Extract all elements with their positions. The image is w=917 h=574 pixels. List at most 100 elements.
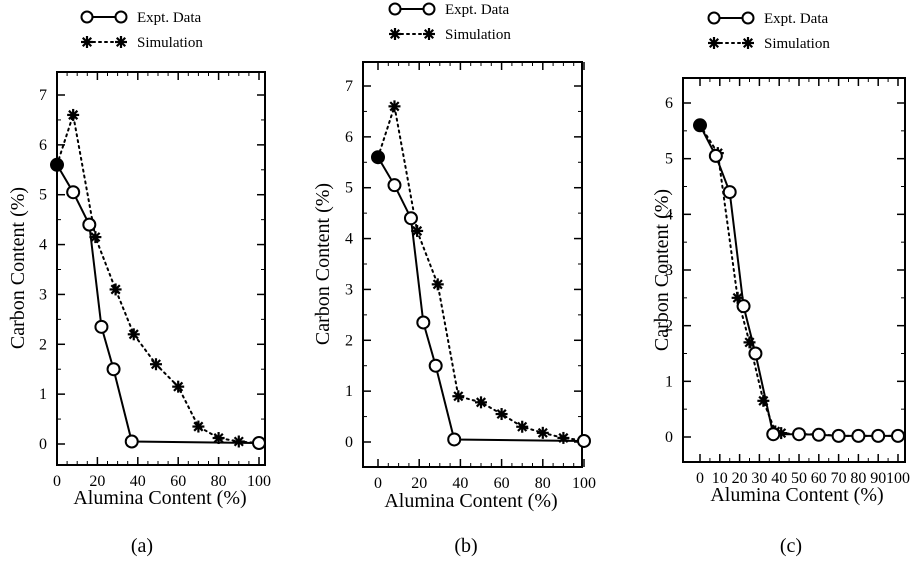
expt-data-point xyxy=(66,185,81,200)
legend-sim-marker xyxy=(115,36,127,48)
x-tick-label: 80 xyxy=(211,473,227,490)
simulation-point xyxy=(536,426,549,439)
y-tick-label: 7 xyxy=(345,78,353,95)
x-tick-label: 100 xyxy=(886,470,910,487)
chart-panel-a: 0 20 40 60 80 100 0 1 2 3 4 5 6 7 Alumina Content (%) C… xyxy=(7,10,271,557)
expt-data-point xyxy=(891,428,905,443)
y-tick-label: 5 xyxy=(345,180,353,197)
x-tick-label: 20 xyxy=(732,470,748,487)
simulation-line xyxy=(377,106,585,442)
simulation-point xyxy=(388,100,401,113)
x-tick-label: 20 xyxy=(411,475,427,492)
expt-data-point xyxy=(403,211,418,226)
legend: Expt. Data Simulation xyxy=(707,11,830,52)
legend-expt-marker xyxy=(80,10,94,24)
simulation-point xyxy=(516,420,529,433)
expt-data-point xyxy=(82,217,97,232)
y-axis-title: Carbon Content (%) xyxy=(651,189,673,351)
simulation-line xyxy=(56,114,260,445)
legend: Expt. Data Simulation xyxy=(80,10,203,51)
expt-data-point xyxy=(811,427,826,442)
x-tick-label: 60 xyxy=(811,470,827,487)
expt-data-point xyxy=(94,319,109,334)
expt-data-point xyxy=(748,346,763,361)
y-tick-label: 6 xyxy=(39,137,47,154)
legend-expt-marker xyxy=(388,2,402,16)
simulation-line xyxy=(699,124,899,437)
y-tick-label: 0 xyxy=(345,434,353,451)
y-tick-label: 3 xyxy=(39,286,47,303)
expt-data-point xyxy=(871,428,886,443)
plot-frame xyxy=(362,61,583,468)
expt-data-line xyxy=(56,164,260,445)
x-tick-label: 30 xyxy=(751,470,767,487)
legend-label-expt: Expt. Data xyxy=(137,10,201,26)
x-tick-label: 80 xyxy=(850,470,866,487)
y-tick-label: 4 xyxy=(39,237,47,254)
simulation-point xyxy=(743,336,756,349)
legend-expt-marker xyxy=(741,11,755,25)
legend-sim-marker xyxy=(708,37,720,49)
x-tick-label: 40 xyxy=(130,473,146,490)
expt-data-point xyxy=(252,436,266,451)
y-tick-label: 7 xyxy=(39,87,47,104)
simulation-point xyxy=(149,358,162,371)
y-tick-label: 0 xyxy=(665,429,673,446)
simulation-point xyxy=(757,394,770,407)
legend-sim-marker xyxy=(742,37,754,49)
panel-label: (a) xyxy=(131,535,153,557)
y-tick-label: 3 xyxy=(665,262,673,279)
legend-sim-marker xyxy=(81,36,93,48)
legend-label-expt: Expt. Data xyxy=(764,11,828,27)
expt-data-point xyxy=(766,427,781,442)
panel-label: (b) xyxy=(454,535,477,557)
simulation-point xyxy=(109,283,122,296)
simulation-point xyxy=(212,432,225,445)
expt-data-point xyxy=(124,434,139,449)
x-tick-label: 0 xyxy=(696,470,704,487)
legend-sim-marker xyxy=(389,28,401,40)
simulation-point xyxy=(411,224,424,237)
legend-sim-marker xyxy=(423,28,435,40)
x-axis-title: Alumina Content (%) xyxy=(710,484,883,506)
x-tick-label: 100 xyxy=(247,473,271,490)
x-tick-label: 100 xyxy=(572,475,596,492)
x-axis-title: Alumina Content (%) xyxy=(73,487,246,509)
expt-data-point xyxy=(831,428,846,443)
legend: Expt. Data Simulation xyxy=(388,2,511,43)
expt-data-point xyxy=(50,157,64,172)
legend-expt-marker xyxy=(114,10,128,24)
expt-data-point xyxy=(851,428,866,443)
y-tick-label: 0 xyxy=(39,436,47,453)
x-tick-label: 50 xyxy=(791,470,807,487)
y-tick-label: 2 xyxy=(39,336,47,353)
simulation-point xyxy=(452,390,465,403)
legend-label-sim: Simulation xyxy=(764,36,830,52)
chart-panel-b: 0 20 40 60 80 100 0 1 2 3 4 5 6 7 Alumina Content (%) C… xyxy=(312,2,596,557)
y-tick-label: 3 xyxy=(345,281,353,298)
simulation-point xyxy=(475,396,487,409)
x-tick-label: 0 xyxy=(53,473,61,490)
simulation-point xyxy=(67,108,80,121)
legend-expt-marker xyxy=(422,2,436,16)
y-axis-title: Carbon Content (%) xyxy=(7,187,29,349)
legend-label-expt: Expt. Data xyxy=(445,2,509,18)
expt-data-point xyxy=(416,315,431,330)
x-tick-label: 20 xyxy=(89,473,105,490)
y-tick-label: 4 xyxy=(345,231,353,248)
simulation-point xyxy=(495,408,508,421)
plot-frame xyxy=(682,77,906,463)
expt-data-point xyxy=(371,150,385,165)
expt-data-point xyxy=(387,178,402,193)
expt-data-point xyxy=(722,185,737,200)
y-tick-label: 4 xyxy=(665,206,673,223)
legend-expt-marker xyxy=(707,11,721,25)
x-tick-label: 90 xyxy=(870,470,886,487)
y-tick-label: 6 xyxy=(345,129,353,146)
expt-data-point xyxy=(428,358,443,373)
expt-data-point xyxy=(693,118,707,133)
plot-frame xyxy=(56,71,266,466)
simulation-point xyxy=(557,431,570,444)
x-tick-label: 40 xyxy=(452,475,468,492)
